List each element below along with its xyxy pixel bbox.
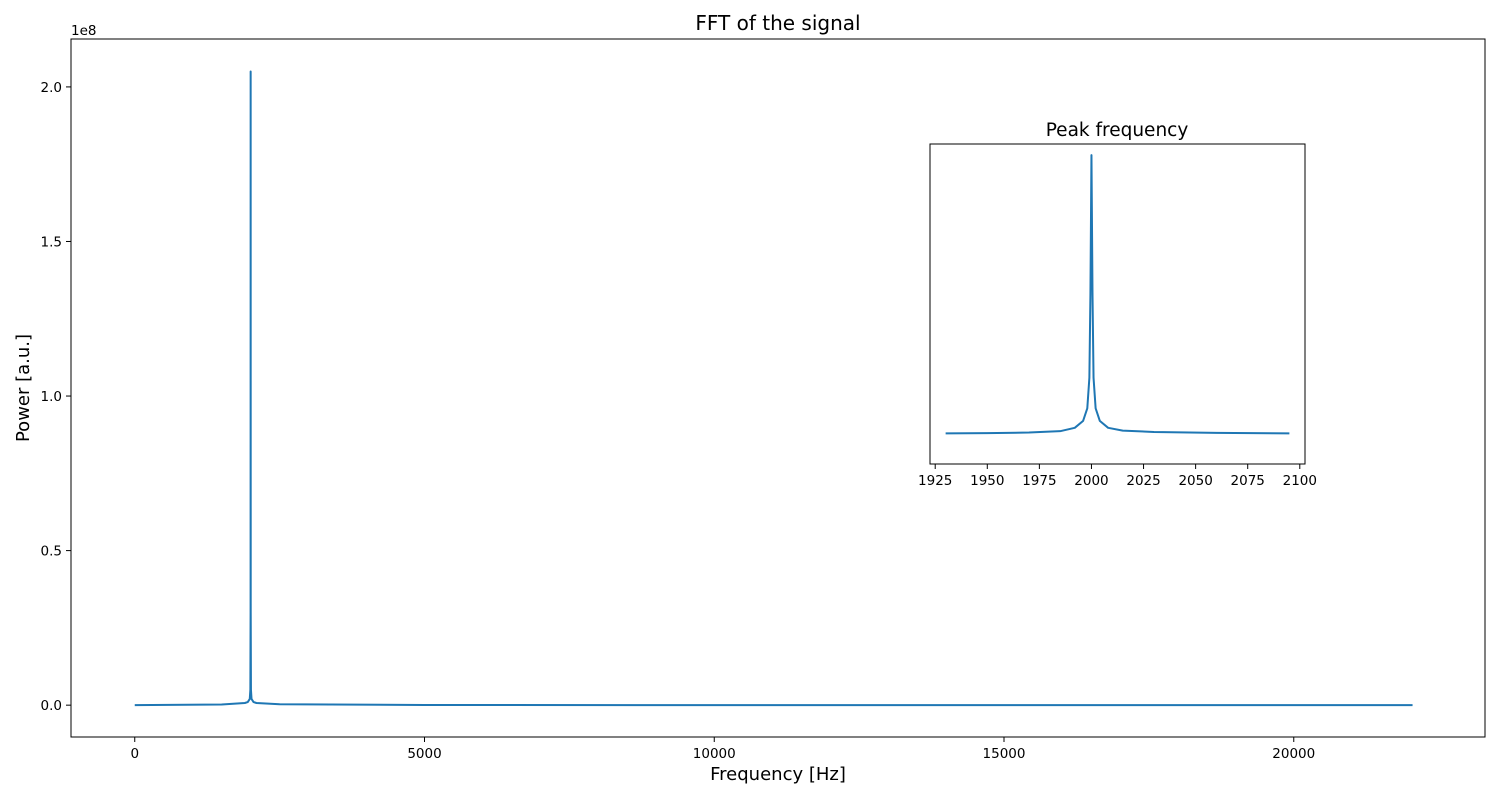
main-ticks: 0 5000 10000 15000 20000 0.0 0.5 1.0 1.5 2.0 [41,80,1316,762]
inset-chart-title: Peak frequency [1046,120,1189,141]
inset-axes: Peak frequency 1925 1950 1975 2000 2025 2050 2… [918,120,1317,489]
main-x-tick-label: 20000 [1272,746,1315,762]
main-series-line [134,70,1413,707]
inset-x-tick-label: 2050 [1178,473,1212,489]
inset-x-tick-label: 2000 [1074,473,1108,489]
main-plot-area [134,70,1413,707]
inset-x-tick-label: 2025 [1126,473,1160,489]
inset-axes-frame [929,143,1306,465]
main-chart-title: FFT of the signal [695,11,860,35]
main-x-tick-label: 15000 [983,746,1026,762]
inset-plot-area [945,154,1290,435]
main-y-tick-label: 2.0 [41,80,62,96]
main-y-tick-label: 0.0 [41,698,62,714]
inset-background [930,144,1305,464]
inset-x-tick-label: 1950 [970,473,1004,489]
inset-x-tick-label: 1975 [1022,473,1056,489]
main-axes-frame [70,38,1486,738]
main-y-offset-text: 1e8 [71,23,96,39]
main-x-tick-label: 10000 [693,746,736,762]
main-y-axis-label: Power [a.u.] [13,334,34,442]
inset-ticks: 1925 1950 1975 2000 2025 2050 2075 2100 [918,464,1317,489]
main-x-tick-label: 0 [130,746,139,762]
inset-x-tick-label: 2100 [1283,473,1317,489]
inset-x-tick-label: 2075 [1231,473,1265,489]
main-y-tick-label: 1.0 [41,389,62,405]
inset-x-tick-label: 1925 [918,473,952,489]
main-axes: FFT of the signal 1e8 0 5000 10000 15000 200… [13,11,1486,785]
main-x-axis-label: Frequency [Hz] [710,764,846,785]
main-y-tick-label: 1.5 [41,234,62,250]
inset-series-line [945,154,1290,435]
main-y-tick-label: 0.5 [41,544,62,560]
main-x-tick-label: 5000 [407,746,441,762]
